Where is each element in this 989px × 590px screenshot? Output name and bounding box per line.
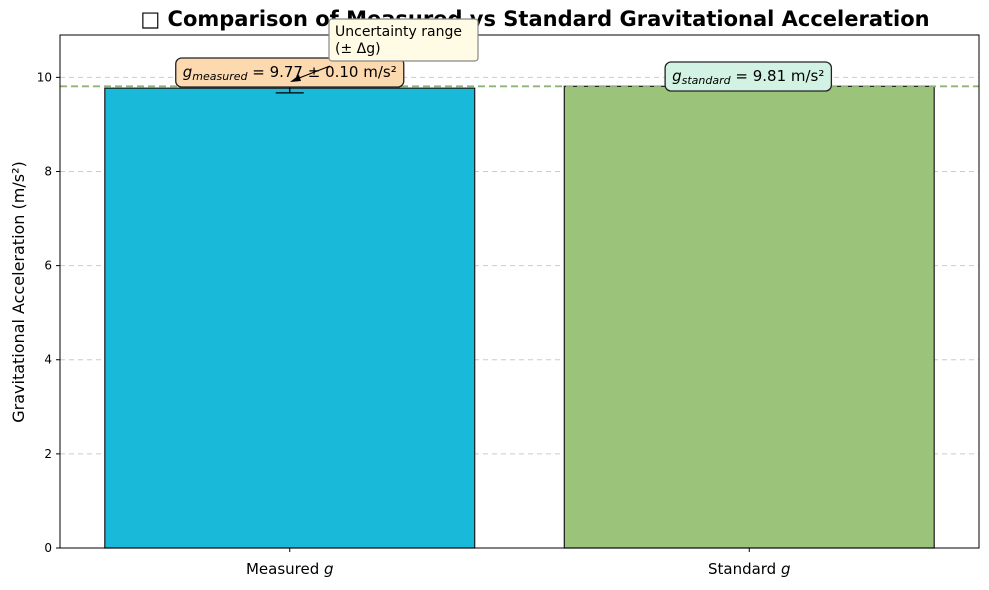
annotation-uncertainty-arrow (293, 65, 331, 81)
y-tick-label-2: 2 (44, 447, 52, 461)
bar-0 (104, 87, 476, 549)
y-tick-label-6: 6 (44, 259, 52, 273)
plot-frame (59, 34, 980, 549)
y-tick-label-0: 0 (44, 541, 52, 555)
y-tick-label-4: 4 (44, 353, 52, 367)
x-ticks: Measured g Standard g (246, 548, 791, 578)
annotation-measured-box (175, 57, 405, 88)
bars (104, 85, 935, 549)
annotation-standard-box (664, 61, 833, 92)
title-main: Comparison of Measured vs Standard Gravi… (168, 7, 930, 31)
bar-1 (563, 85, 935, 549)
annotation-standard-symbol: g (672, 67, 682, 85)
annotation-standard-subscript: standard (682, 74, 732, 87)
title-text (160, 7, 167, 31)
annotation-measured-value: = 9.77 ± 0.10 m/s² (247, 63, 396, 81)
y-axis-label: Gravitational Acceleration (m/s²) (9, 161, 28, 422)
annotation-standard-text: gstandard = 9.81 m/s² (672, 67, 824, 87)
x-tick-label-1: Standard g (708, 560, 791, 578)
annotation-measured-text: gmeasured = 9.77 ± 0.10 m/s² (183, 63, 397, 83)
annotation-measured: gmeasured = 9.77 ± 0.10 m/s² (175, 57, 405, 88)
y-tick-label-10: 10 (37, 70, 52, 84)
title-glyph: □ (140, 7, 160, 31)
annotation-uncertainty-box (328, 18, 479, 62)
chart-title: □ Comparison of Measured vs Standard Gra… (140, 7, 929, 31)
y-tick-label-8: 8 (44, 164, 52, 178)
annotation-measured-subscript: measured (192, 70, 248, 83)
annotation-measured-symbol: g (183, 63, 193, 81)
annotation-uncertainty: Uncertainty range (± Δg) (290, 18, 479, 82)
x-tick-label-0: Measured g (246, 560, 334, 578)
annotation-uncertainty-line2: (± Δg) (335, 41, 381, 57)
y-ticks: 0 2 4 6 8 10 (37, 70, 60, 555)
annotation-uncertainty-line1: Uncertainty range (335, 24, 462, 40)
annotation-standard: gstandard = 9.81 m/s² (664, 61, 833, 92)
annotation-uncertainty-arrowhead (290, 75, 301, 82)
annotation-standard-value: = 9.81 m/s² (731, 67, 825, 85)
